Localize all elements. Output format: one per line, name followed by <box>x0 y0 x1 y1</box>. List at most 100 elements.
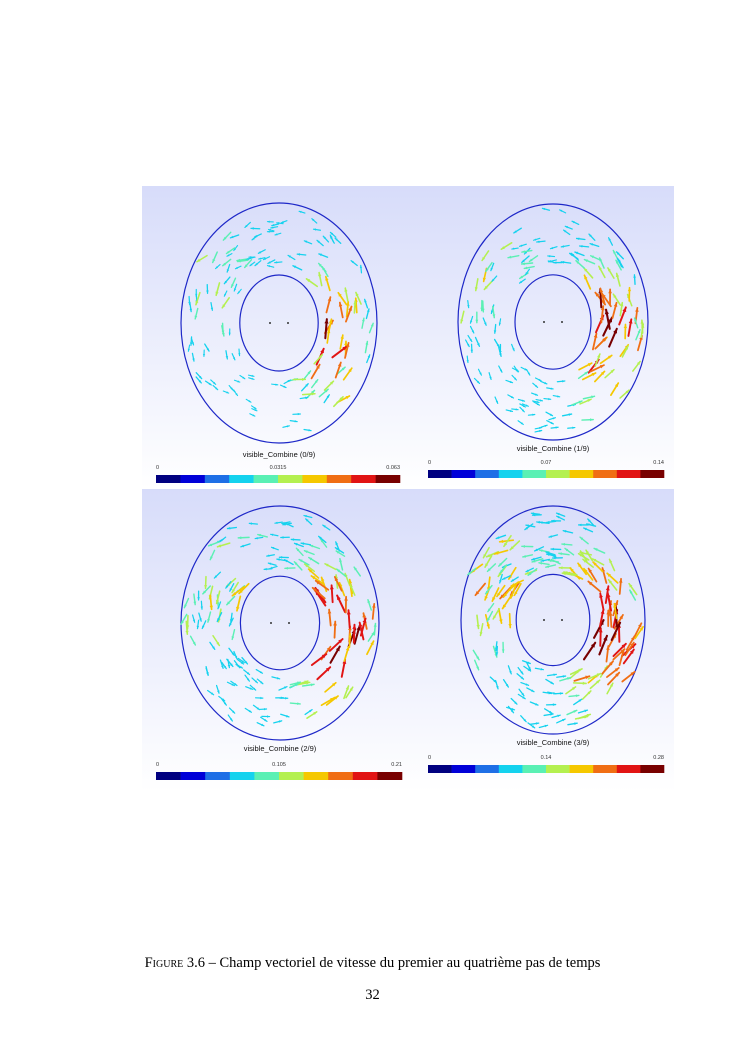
arrow-head <box>325 563 329 567</box>
arrow-head <box>466 343 470 347</box>
arrow-head <box>590 642 596 648</box>
colorbar-swatch <box>156 475 181 483</box>
arrow-head <box>528 572 532 576</box>
arrow-head <box>275 383 278 386</box>
arrow-head <box>305 383 309 387</box>
arrow-head <box>308 429 312 432</box>
arrow-head <box>276 558 280 561</box>
arrow-head <box>511 707 515 711</box>
arrow-head <box>622 307 627 313</box>
center-dot <box>269 322 271 324</box>
arrow-head <box>304 550 308 554</box>
arrow-head <box>550 681 554 684</box>
arrow-head <box>587 363 592 367</box>
arrow-head <box>260 681 263 684</box>
arrow-head <box>219 539 223 542</box>
arrow-head <box>615 260 619 264</box>
colorbar-swatch <box>475 765 500 773</box>
arrow-head <box>235 266 238 269</box>
arrow-head <box>476 666 479 670</box>
arrow-head <box>509 670 512 674</box>
arrow-head <box>561 260 565 264</box>
arrow-head <box>587 518 591 522</box>
vector-field-plot: visible_Combine (3/9) 0 0.14 0.28 <box>408 489 674 792</box>
arrow-head <box>559 209 563 212</box>
arrow-head <box>527 372 530 376</box>
arrow-head <box>539 521 543 524</box>
arrow-head <box>529 258 533 262</box>
arrow-head <box>525 272 528 275</box>
panel-background <box>142 489 408 792</box>
legend-tick-label: 0.21 <box>391 762 402 768</box>
arrow-head <box>329 381 334 385</box>
arrow-head <box>563 571 568 575</box>
arrow-head <box>255 263 258 266</box>
arrow-head <box>535 722 539 725</box>
arrow-head <box>345 686 349 690</box>
arrow-head <box>230 235 234 239</box>
arrow-head <box>559 692 563 695</box>
arrow-head <box>551 519 555 523</box>
arrow-head <box>563 230 567 233</box>
arrow-head <box>230 663 233 667</box>
colorbar-swatch <box>616 470 641 478</box>
arrow-head <box>532 513 536 517</box>
arrow-head <box>558 552 562 556</box>
arrow-head <box>342 346 347 351</box>
legend-tick-label: 0.0315 <box>270 465 287 471</box>
arrow-head <box>294 561 298 566</box>
arrow-head <box>321 577 325 582</box>
arrow-head <box>641 324 645 328</box>
arrow-head <box>361 318 365 322</box>
arrow-head <box>225 356 229 359</box>
colorbar-swatch <box>640 765 665 773</box>
velocity-arrows <box>187 210 374 432</box>
arrow-head <box>238 536 242 540</box>
center-dot <box>288 622 290 624</box>
arrow-head <box>224 280 228 284</box>
legend-title: visible_Combine (3/9) <box>517 738 590 747</box>
arrow-head <box>549 413 553 416</box>
arrow-head <box>223 665 227 669</box>
arrow-head <box>510 546 514 550</box>
arrow-head <box>237 259 241 263</box>
arrow-head <box>531 725 535 728</box>
arrow-head <box>508 255 512 259</box>
arrow-head <box>575 260 580 264</box>
arrow-head <box>225 585 229 589</box>
arrow-head <box>267 265 271 268</box>
arrow-head <box>595 292 600 297</box>
arrow-head <box>192 641 196 646</box>
arrow-head <box>628 319 633 324</box>
arrow-head <box>586 713 591 717</box>
arrow-head <box>244 264 248 268</box>
arrow-head <box>213 381 216 385</box>
arrow-head <box>496 344 500 348</box>
vector-field-panel-3: visible_Combine (2/9) 0 0.105 0.21 <box>142 489 408 792</box>
arrow-head <box>524 251 528 255</box>
arrow-head <box>291 538 295 541</box>
arrow-head <box>585 675 590 680</box>
arrow-head <box>288 255 291 258</box>
arrow-head <box>337 595 341 601</box>
arrow-head <box>222 262 226 266</box>
arrow-head <box>491 278 495 282</box>
arrow-head <box>508 623 512 628</box>
arrow-head <box>370 323 374 327</box>
arrow-head <box>496 592 501 597</box>
arrow-head <box>486 624 490 629</box>
arrow-head <box>226 601 231 605</box>
arrow-head <box>524 526 529 530</box>
inner-boundary <box>514 274 592 370</box>
arrow-head <box>314 379 318 383</box>
arrow-head <box>214 575 218 579</box>
arrow-head <box>354 567 358 571</box>
panel-background <box>142 186 408 489</box>
arrow-head <box>578 553 583 557</box>
arrow-head <box>557 714 561 718</box>
arrow-head <box>364 299 367 303</box>
arrow-head <box>313 228 317 231</box>
arrow-head <box>352 624 357 629</box>
arrow-head <box>235 393 238 396</box>
arrow-head <box>634 318 637 322</box>
